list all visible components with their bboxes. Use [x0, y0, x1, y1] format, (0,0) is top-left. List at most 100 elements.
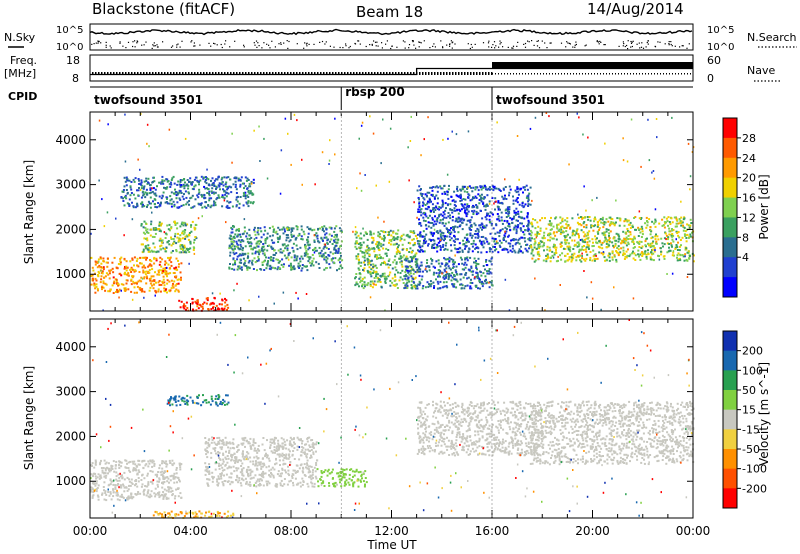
echo-cell	[166, 202, 169, 205]
echo-cell	[221, 176, 224, 179]
echo-cell	[299, 264, 302, 267]
echo-cell	[527, 199, 530, 201]
nsearch-point	[488, 40, 490, 42]
echo-cell	[141, 256, 144, 259]
nave-point	[383, 72, 385, 75]
echo-cell	[453, 207, 456, 210]
echo-cell	[423, 239, 425, 242]
echo-cell	[576, 221, 579, 224]
nsearch-point	[600, 41, 602, 43]
echo-cell	[427, 116, 429, 119]
echo-cell	[573, 230, 576, 233]
echo-cell	[366, 269, 369, 272]
echo-cell	[432, 186, 435, 188]
echo-cell	[451, 283, 454, 286]
echo-cell	[171, 250, 174, 252]
echo-cell	[243, 182, 245, 185]
echo-cell	[474, 195, 477, 198]
nave-point	[458, 72, 460, 75]
echo-cell	[247, 205, 250, 208]
echo-cell	[154, 495, 157, 498]
echo-cell	[379, 263, 382, 266]
echo-cell	[358, 285, 360, 288]
echo-cell	[370, 272, 373, 275]
echo-cell	[229, 254, 232, 257]
echo-cell	[435, 260, 438, 263]
echo-cell	[519, 222, 522, 225]
echo-cell	[518, 178, 520, 181]
echo-cell	[644, 222, 647, 225]
nsearch-point	[467, 43, 469, 45]
nsearch-point	[423, 40, 425, 42]
nave-point	[600, 73, 601, 75]
echo-cell	[293, 254, 296, 257]
echo-cell	[159, 237, 162, 240]
echo-cell	[190, 206, 193, 209]
echo-cell	[491, 184, 494, 187]
echo-cell	[416, 233, 419, 236]
echo-cell	[496, 240, 498, 243]
echo-cell	[170, 279, 173, 282]
echo-cell	[418, 250, 421, 253]
echo-cell	[171, 490, 174, 492]
echo-cell	[170, 261, 173, 264]
echo-cell	[459, 224, 462, 227]
echo-cell	[210, 197, 213, 200]
echo-cell	[401, 269, 404, 272]
echo-cell	[608, 234, 610, 237]
echo-cell	[561, 217, 564, 220]
echo-cell	[428, 283, 430, 286]
nsearch-point	[253, 42, 255, 44]
nsearch-point	[91, 43, 93, 45]
echo-cell	[425, 195, 428, 198]
echo-cell	[122, 197, 124, 200]
echo-cell	[677, 259, 680, 262]
echo-cell	[379, 236, 382, 239]
echo-cell	[133, 180, 136, 183]
echo-cell	[454, 269, 457, 272]
echo-cell	[161, 460, 164, 463]
echo-cell	[520, 229, 523, 232]
echo-cell	[683, 216, 686, 219]
echo-cell	[650, 230, 652, 233]
echo-cell	[653, 247, 656, 250]
nsearch-point	[584, 45, 586, 47]
echo-cell	[320, 255, 323, 258]
echo-cell	[585, 226, 588, 229]
echo-cell	[205, 187, 208, 190]
echo-cell	[290, 231, 292, 234]
nsearch-point	[604, 44, 606, 46]
echo-cell	[645, 256, 648, 258]
nave-point	[636, 73, 637, 75]
echo-cell	[97, 258, 100, 261]
echo-cell	[108, 494, 111, 497]
echo-cell	[589, 219, 592, 222]
echo-cell	[417, 208, 420, 211]
echo-cell	[140, 224, 143, 227]
echo-cell	[147, 495, 150, 498]
nsearch-point	[381, 47, 383, 49]
echo-cell	[375, 283, 377, 286]
echo-cell	[232, 240, 235, 243]
echo-cell	[587, 245, 590, 248]
echo-cell	[291, 229, 294, 232]
echo-cell	[240, 245, 243, 248]
echo-cell	[312, 257, 315, 260]
echo-cell	[255, 242, 258, 245]
echo-cell	[416, 258, 419, 261]
echo-cell	[476, 276, 479, 279]
echo-cell	[266, 245, 269, 247]
echo-cell	[113, 280, 116, 283]
echo-cell	[409, 242, 412, 245]
echo-cell	[440, 231, 443, 234]
echo-cell	[500, 219, 503, 222]
echo-cell	[157, 288, 160, 291]
echo-cell	[256, 240, 259, 243]
nsearch-point	[536, 40, 538, 42]
echo-cell	[576, 255, 579, 258]
echo-cell	[116, 288, 118, 291]
y-tick-label: 2000	[55, 222, 86, 236]
nsearch-point	[524, 42, 527, 45]
echo-cell	[525, 244, 527, 246]
echo-cell	[243, 264, 246, 267]
